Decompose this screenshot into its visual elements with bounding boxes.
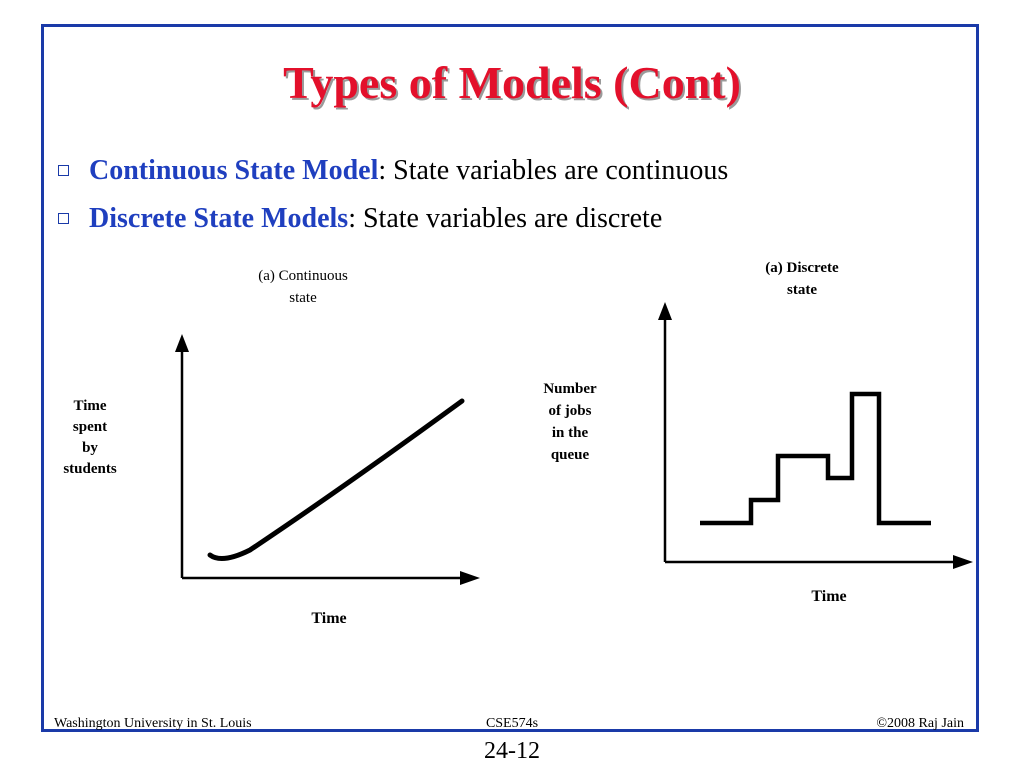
ylabel-line: spent xyxy=(73,419,107,435)
x-axis-arrow-icon xyxy=(460,571,480,585)
bullet-continuous: Continuous State Model: State variables … xyxy=(58,155,728,187)
bullet-square-icon xyxy=(58,165,69,176)
caption-line-2: state xyxy=(289,290,317,306)
bullet-text: : State variables are continuous xyxy=(378,155,729,186)
xlabel: Time xyxy=(811,588,846,605)
y-axis-arrow-icon xyxy=(658,302,672,320)
ylabel-line: Number xyxy=(543,381,597,397)
ylabel-line: students xyxy=(63,461,117,477)
bullet-discrete: Discrete State Models: State variables a… xyxy=(58,203,662,235)
x-axis-arrow-icon xyxy=(953,555,973,569)
footer-left: Washington University in St. Louis xyxy=(54,716,252,731)
ylabel-line: by xyxy=(82,440,98,456)
footer-right: ©2008 Raj Jain xyxy=(876,716,964,731)
discrete-step-line xyxy=(700,391,931,526)
caption-line-1: (a) Continuous xyxy=(258,268,348,284)
ylabel-line: in the xyxy=(552,425,589,441)
caption-line-2: state xyxy=(787,282,817,298)
page-number: 24-12 xyxy=(484,738,540,764)
footer-center: CSE574s xyxy=(485,716,539,731)
continuous-curve xyxy=(207,398,465,562)
bullet-term: Continuous State Model xyxy=(89,155,379,186)
ylabel-line: of jobs xyxy=(549,403,592,419)
bullet-term: Discrete State Models xyxy=(89,203,349,234)
xlabel: Time xyxy=(311,610,346,627)
ylabel-line: Time xyxy=(73,398,106,414)
slide-title: Types of Models (Cont) xyxy=(283,57,741,108)
ylabel-line: queue xyxy=(551,447,590,463)
caption-line-1: (a) Discrete xyxy=(765,260,839,276)
slide-frame xyxy=(41,24,979,732)
bullet-square-icon xyxy=(58,213,69,224)
bullet-text: : State variables are discrete xyxy=(348,203,663,234)
y-axis-arrow-icon xyxy=(175,334,189,352)
